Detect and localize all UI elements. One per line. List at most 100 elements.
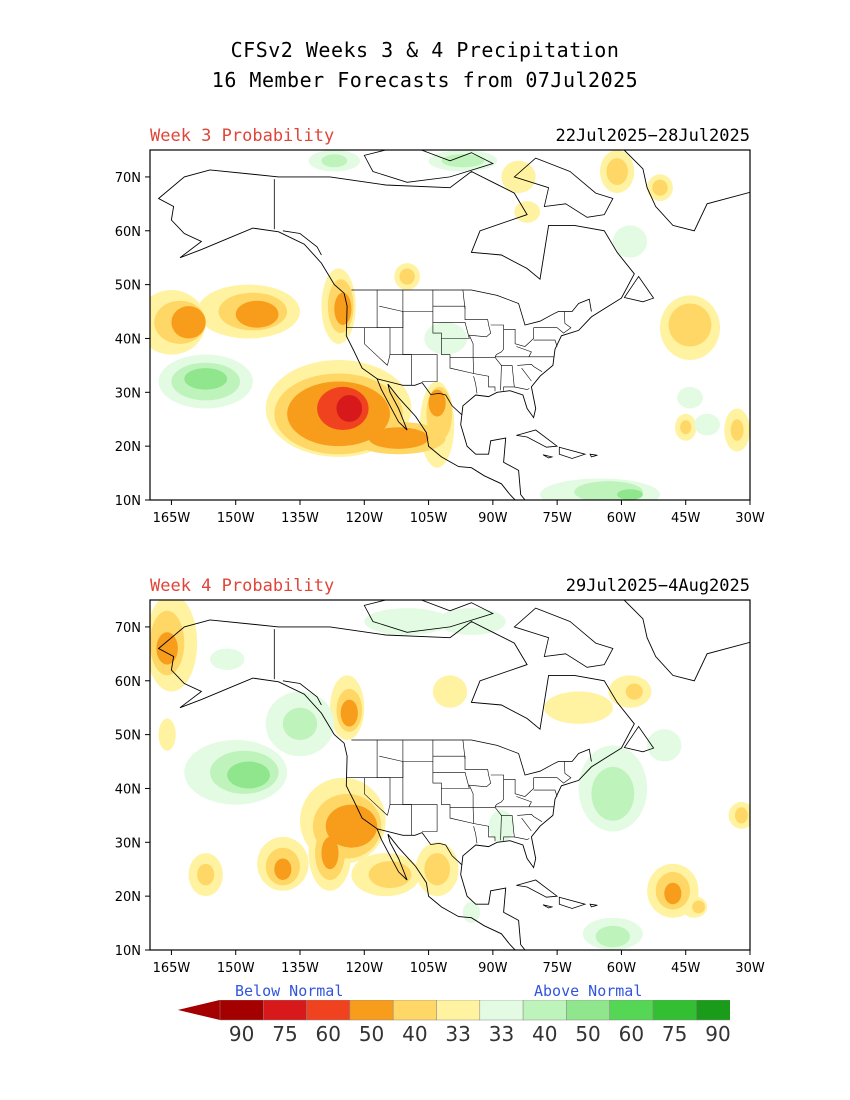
week4-national-border [377,828,463,866]
chart-title-line2: 16 Member Forecasts from 07Jul2025 [211,68,639,92]
week4-lon-label: 60W [607,961,637,976]
legend-value-label: 33 [489,1022,514,1046]
week4-state-boundary [517,813,543,823]
week3-lat-label: 70N [115,171,141,186]
week4-state-boundary [533,761,572,784]
legend-below-normal: Below Normal [235,982,344,1000]
week4-lat-label: 30N [115,836,141,851]
week4-map-panel: 70N 60N 50N 40N 30N 20N 10N 165W 150W 135W 120W 105… [115,599,765,976]
week3-state-boundary [517,363,543,373]
week3-island-outline [589,453,598,458]
week4-state-boundary [469,785,495,808]
week4-state-boundary [462,739,492,788]
week4-below-normal-area [664,882,682,905]
week4-state-boundary [379,755,403,762]
legend-below-swatch [436,1000,481,1021]
week3-state-boundary [432,322,470,339]
week3-below-normal-area [336,395,363,422]
week3-below-normal-area [606,158,628,185]
week3-island-outline [558,446,587,459]
week4-above-normal-area [210,648,245,670]
week4-lat-label: 70N [115,621,141,636]
week4-state-boundary [533,789,558,797]
week3-below-normal-area [668,303,712,347]
week4-state-boundary [503,777,534,797]
week4-above-normal-area [647,729,682,762]
week4-state-boundary [490,774,504,808]
week3-lon-label: 120W [345,511,383,526]
week3-below-normal-area [428,389,446,417]
week4-below-normal-area [625,683,643,700]
week3-state-boundary [503,327,534,347]
week3-lat-label: 50N [115,279,141,294]
legend-below-swatch [349,1000,394,1021]
legend-value-label: 50 [575,1022,600,1046]
week3-lon-label: 150W [217,511,255,526]
week3-island-outline [363,150,494,183]
legend-above-swatch [696,1000,730,1021]
week4-lat-label: 40N [115,782,141,797]
week4-state-boundary [432,740,474,824]
legend-value-label: 60 [619,1022,644,1046]
week4-island-outline [363,600,494,633]
week4-lon-label: 45W [671,961,701,976]
legend-above-swatch [609,1000,654,1021]
week4-below-normal-area [692,900,705,914]
week3-lat-label: 10N [115,494,141,509]
legend-above-normal: Above Normal [534,982,643,1000]
week3-state-boundary [490,324,504,358]
week3-lat-label: 20N [115,440,141,455]
week3-national-border [377,378,463,416]
week4-above-normal-area [227,761,270,789]
week3-state-boundary [432,290,474,374]
week3-below-normal-area [334,292,352,325]
week4-below-normal-area [735,807,748,824]
week4-island-outline [513,607,614,668]
week3-coastline [157,169,635,500]
week3-island-outline [542,454,554,459]
week3-lon-label: 45W [671,511,701,526]
week3-above-normal-area [184,368,228,390]
week3-above-normal-area [617,489,643,500]
week4-lon-label: 135W [281,961,319,976]
week4-state-boundary [521,817,532,832]
week3-lon-label: 165W [153,511,191,526]
week4-label: Week 4 Probability [150,576,335,596]
week4-lat-label: 50N [115,729,141,744]
week4-below-normal-area [432,675,468,708]
legend-below-arrow [178,1000,220,1020]
week4-lon-label: 75W [542,961,572,976]
week3-below-normal-area [368,427,429,449]
week3-below-normal-area [399,268,415,285]
legend-above-swatch [522,1000,567,1021]
week3-label: Week 3 Probability [150,126,335,146]
week4-below-normal-area [158,718,176,751]
week4-state-boundary [390,804,438,832]
week3-below-normal-area [730,419,744,441]
week3-below-normal-area [514,201,541,223]
week3-lon-label: 75W [542,511,572,526]
legend-value-label: 33 [445,1022,470,1046]
legend-value-label: 60 [316,1022,341,1046]
legend-above-swatch [479,1000,524,1021]
week4-below-normal-area [340,699,358,727]
week4-island-outline [542,904,554,909]
chart-title-line1: CFSv2 Weeks 3 & 4 Precipitation [230,38,620,62]
week3-below-normal-area [652,179,668,196]
week4-state-boundary [494,807,515,841]
week3-above-normal-area [694,413,721,436]
week3-state-boundary [462,289,492,338]
week4-above-normal-area [364,608,450,635]
week3-lat-label: 60N [115,225,141,240]
week4-state-boundary [473,826,478,844]
legend-value-label: 90 [229,1022,254,1046]
week3-state-boundary [473,376,478,394]
week4-national-border [351,739,592,776]
week4-national-border [282,680,322,706]
week3-below-normal-area [680,420,692,435]
week4-state-boundary [432,772,470,789]
legend-above-swatch [566,1000,610,1021]
week3-state-boundary [533,339,558,347]
week4-lon-label: 120W [345,961,383,976]
week4-below-normal-area [274,858,292,880]
